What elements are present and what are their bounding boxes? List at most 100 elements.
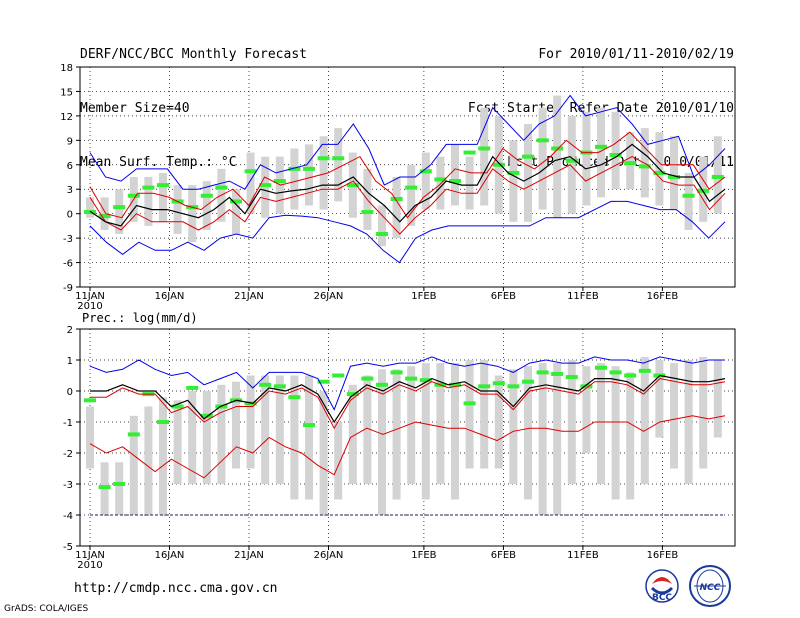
member-marker: [317, 379, 330, 384]
range-bar: [115, 189, 124, 235]
x-tick-label: 6FEB: [491, 291, 516, 302]
range-bar: [407, 164, 416, 226]
member-marker: [609, 153, 622, 157]
range-bar: [538, 107, 547, 210]
precip-panel-title: Prec.: log(mm/d): [82, 311, 198, 325]
member-marker: [376, 232, 388, 237]
range-bar: [348, 384, 357, 484]
range-bar: [538, 363, 547, 515]
y-tick-label: 12: [60, 112, 73, 123]
member-marker: [84, 398, 96, 403]
member-marker: [376, 382, 388, 387]
range-bar: [305, 375, 313, 500]
range-bar: [436, 363, 445, 484]
bcc-logo-ring: [645, 569, 679, 603]
range-bar: [465, 360, 474, 469]
member-marker: [449, 179, 461, 184]
red-upper-line: [89, 131, 726, 219]
member-marker: [668, 175, 680, 179]
member-marker: [361, 210, 374, 215]
range-bar: [684, 172, 693, 230]
y-tick-label: -5: [63, 542, 73, 553]
range-bar: [626, 132, 635, 190]
range-bar: [611, 366, 620, 500]
member-marker: [259, 183, 272, 188]
range-bar: [232, 381, 240, 469]
member-marker: [346, 183, 359, 188]
member-marker: [84, 210, 96, 215]
range-bar: [129, 415, 138, 515]
range-bar: [597, 363, 605, 484]
header-title: DERF/NCC/BCC Monthly Forecast: [80, 47, 307, 62]
range-bar: [699, 356, 708, 469]
ensemble-mean-line: [89, 143, 726, 227]
header-variable: Mean Surf. Temp.: °C: [80, 155, 237, 170]
member-marker: [157, 420, 169, 424]
range-bar: [713, 360, 722, 438]
range-bar: [582, 111, 591, 206]
x-tick-label: 26JAN: [314, 550, 344, 561]
range-bar: [392, 177, 401, 239]
member-marker: [303, 423, 315, 428]
range-bar: [188, 391, 197, 484]
range-bar: [451, 144, 459, 206]
ncc-logo: NCC: [689, 565, 731, 607]
member-marker: [609, 370, 622, 375]
range-bar: [246, 152, 255, 214]
y-tick-label: 1: [67, 356, 73, 367]
bcc-logo-wave: [650, 586, 674, 595]
x-tick-label: 11JAN: [75, 291, 105, 302]
member-marker: [492, 162, 505, 167]
red-lower-line: [89, 156, 726, 235]
range-bar: [524, 366, 532, 500]
y-tick-label: -9: [63, 283, 73, 294]
member-marker: [624, 373, 637, 378]
y-tick-label: -3: [63, 480, 73, 491]
member-marker: [288, 166, 301, 171]
member-marker: [127, 432, 140, 437]
range-bar: [188, 185, 197, 243]
member-marker: [405, 376, 418, 381]
bcc-logo-text: BCC: [652, 593, 672, 603]
member-marker: [142, 185, 155, 190]
plot-frame: [79, 328, 736, 547]
blue-lower-line: [89, 200, 726, 264]
member-marker: [317, 156, 330, 161]
member-marker: [507, 170, 520, 175]
x-year-label: 2010: [77, 560, 102, 571]
member-marker: [507, 384, 520, 389]
x-tick-label: 6FEB: [491, 550, 516, 561]
x-tick-label: 11FEB: [567, 291, 599, 302]
x-tick-label: 11FEB: [567, 550, 599, 561]
range-bar: [567, 115, 576, 214]
member-marker: [361, 376, 374, 381]
range-bar: [553, 95, 562, 218]
range-bar: [713, 136, 722, 214]
y-tick-label: 18: [60, 63, 73, 74]
range-bar: [421, 363, 430, 500]
member-marker: [595, 144, 607, 149]
red-lower-line: [89, 415, 726, 479]
y-tick-label: -3: [63, 234, 73, 245]
member-marker: [522, 154, 534, 159]
member-marker: [478, 146, 491, 151]
member-marker: [522, 379, 534, 384]
range-bar: [217, 384, 226, 484]
range-bar: [202, 391, 211, 484]
member-marker: [230, 199, 242, 204]
y-tick-label: 0: [67, 210, 73, 221]
member-marker: [449, 382, 461, 387]
range-bar: [159, 397, 167, 515]
member-marker: [346, 392, 359, 397]
range-bar: [378, 369, 386, 515]
range-bar: [597, 107, 605, 198]
member-marker: [405, 185, 418, 190]
member-marker: [434, 177, 447, 182]
footer-url[interactable]: http://cmdp.ncc.cma.gov.cn: [74, 581, 278, 596]
member-marker: [682, 193, 695, 198]
range-bar: [655, 360, 664, 438]
red-upper-line: [90, 378, 726, 430]
range-bar: [334, 128, 343, 202]
range-bar: [509, 140, 518, 222]
range-bar: [640, 128, 649, 198]
